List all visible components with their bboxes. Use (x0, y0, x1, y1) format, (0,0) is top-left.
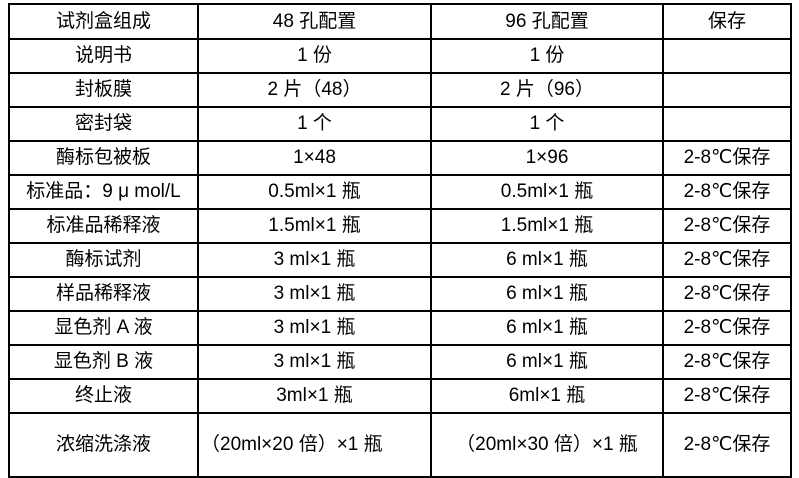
config-96-cell: 2 片（96） (430, 72, 664, 108)
component-name-cell: 说明书 (8, 38, 199, 74)
storage-cell: 2-8℃保存 (662, 412, 792, 478)
storage-cell (662, 72, 792, 108)
storage-cell: 2-8℃保存 (662, 344, 792, 380)
table-row: 样品稀释液 3 ml×1 瓶 6 ml×1 瓶 2-8℃保存 (8, 276, 792, 312)
config-96-cell: 6 ml×1 瓶 (430, 344, 664, 380)
table-row: 浓缩洗涤液 （20ml×20 倍）×1 瓶 （20ml×30 倍）×1 瓶 2-… (8, 412, 792, 478)
config-48-cell: 1×48 (197, 140, 432, 176)
storage-cell: 2-8℃保存 (662, 174, 792, 210)
config-96-cell: 6 ml×1 瓶 (430, 276, 664, 312)
config-96-cell: 6 ml×1 瓶 (430, 310, 664, 346)
config-96-cell: 1 个 (430, 106, 664, 142)
config-96-cell: （20ml×30 倍）×1 瓶 (430, 412, 664, 478)
component-name-cell: 酶标包被板 (8, 140, 199, 176)
table-row: 显色剂 B 液 3 ml×1 瓶 6 ml×1 瓶 2-8℃保存 (8, 344, 792, 380)
storage-cell (662, 106, 792, 142)
config-96-cell: 0.5ml×1 瓶 (430, 174, 664, 210)
col-header-48-well-config: 48 孔配置 (197, 3, 432, 40)
storage-cell: 2-8℃保存 (662, 276, 792, 312)
table-row: 标准品：9 μ mol/L 0.5ml×1 瓶 0.5ml×1 瓶 2-8℃保存 (8, 174, 792, 210)
config-48-cell: 1 份 (197, 38, 432, 74)
config-48-cell: 0.5ml×1 瓶 (197, 174, 432, 210)
col-header-96-well-config: 96 孔配置 (430, 3, 664, 40)
component-name-cell: 标准品稀释液 (8, 208, 199, 244)
component-name-cell: 浓缩洗涤液 (8, 412, 199, 478)
table-row: 显色剂 A 液 3 ml×1 瓶 6 ml×1 瓶 2-8℃保存 (8, 310, 792, 346)
storage-cell: 2-8℃保存 (662, 140, 792, 176)
table-row: 酶标包被板 1×48 1×96 2-8℃保存 (8, 140, 792, 176)
config-48-cell: 3 ml×1 瓶 (197, 310, 432, 346)
component-name-cell: 显色剂 B 液 (8, 344, 199, 380)
config-48-cell: 2 片（48） (197, 72, 432, 108)
storage-cell: 2-8℃保存 (662, 310, 792, 346)
config-48-cell: 3 ml×1 瓶 (197, 242, 432, 278)
config-96-cell: 6 ml×1 瓶 (430, 242, 664, 278)
table-row: 说明书 1 份 1 份 (8, 38, 792, 74)
config-48-cell: （20ml×20 倍）×1 瓶 (197, 412, 432, 478)
config-48-cell: 1 个 (197, 106, 432, 142)
component-name-cell: 样品稀释液 (8, 276, 199, 312)
table-header-row: 试剂盒组成 48 孔配置 96 孔配置 保存 (8, 3, 792, 40)
storage-cell: 2-8℃保存 (662, 208, 792, 244)
config-48-cell: 1.5ml×1 瓶 (197, 208, 432, 244)
config-96-cell: 1.5ml×1 瓶 (430, 208, 664, 244)
component-name-cell: 显色剂 A 液 (8, 310, 199, 346)
component-name-cell: 封板膜 (8, 72, 199, 108)
col-header-kit-composition: 试剂盒组成 (8, 3, 199, 40)
table-row: 标准品稀释液 1.5ml×1 瓶 1.5ml×1 瓶 2-8℃保存 (8, 208, 792, 244)
config-48-cell: 3ml×1 瓶 (197, 378, 432, 414)
config-48-cell: 3 ml×1 瓶 (197, 276, 432, 312)
component-name-cell: 终止液 (8, 378, 199, 414)
table-row: 终止液 3ml×1 瓶 6ml×1 瓶 2-8℃保存 (8, 378, 792, 414)
table-row: 封板膜 2 片（48） 2 片（96） (8, 72, 792, 108)
storage-cell (662, 38, 792, 74)
config-96-cell: 1 份 (430, 38, 664, 74)
config-96-cell: 1×96 (430, 140, 664, 176)
col-header-storage: 保存 (662, 3, 792, 40)
config-48-cell: 3 ml×1 瓶 (197, 344, 432, 380)
reagent-kit-composition-table: 试剂盒组成 48 孔配置 96 孔配置 保存 说明书 1 份 1 份 封板膜 2… (8, 3, 792, 478)
config-96-cell: 6ml×1 瓶 (430, 378, 664, 414)
table-row: 密封袋 1 个 1 个 (8, 106, 792, 142)
component-name-cell: 密封袋 (8, 106, 199, 142)
component-name-cell: 酶标试剂 (8, 242, 199, 278)
storage-cell: 2-8℃保存 (662, 242, 792, 278)
storage-cell: 2-8℃保存 (662, 378, 792, 414)
table-row: 酶标试剂 3 ml×1 瓶 6 ml×1 瓶 2-8℃保存 (8, 242, 792, 278)
component-name-cell: 标准品：9 μ mol/L (8, 174, 199, 210)
